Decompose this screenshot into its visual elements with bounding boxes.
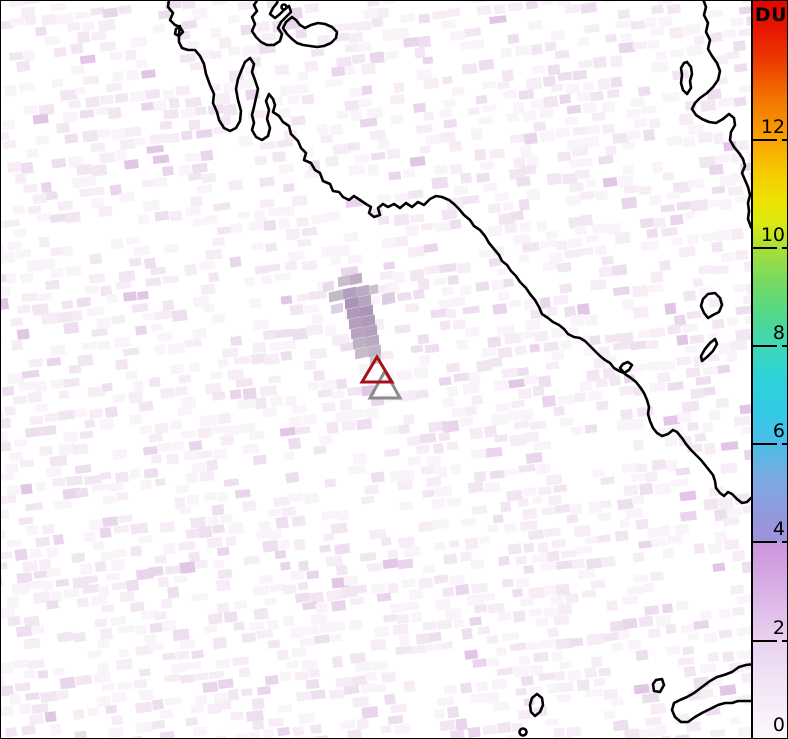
colorbar-tick-line — [782, 541, 787, 543]
coastline-path — [679, 60, 694, 96]
colorbar-tick-label: 0 — [772, 714, 785, 736]
map-canvas — [1, 1, 752, 738]
small-island-outline — [280, 3, 288, 11]
coastline-overlay — [166, 1, 752, 737]
coastline-path — [250, 1, 293, 47]
coastline-path — [690, 1, 752, 231]
coastline-path — [281, 15, 339, 49]
colorbar-tick-label: 12 — [760, 116, 785, 138]
colorbar-unit-label: DU — [754, 4, 788, 26]
colorbar-tick-line — [753, 443, 777, 445]
coastline-path — [651, 677, 666, 694]
volcano-marker-red — [359, 354, 395, 384]
colorbar-tick-line — [782, 247, 787, 249]
colorbar-tick-line — [753, 640, 777, 642]
colorbar-tick-line — [753, 345, 777, 347]
colorbar-tick-line — [753, 541, 777, 543]
colorbar-tick-label: 6 — [772, 420, 785, 442]
colorbar-tick-line — [782, 345, 787, 347]
colorbar-tick-label: 10 — [760, 224, 785, 246]
coastline-path — [699, 337, 719, 363]
colorbar-tick-line — [753, 247, 777, 249]
volcano-markers-overlay — [359, 354, 403, 400]
coastline-path — [699, 291, 724, 320]
colorbar-gradient — [753, 1, 787, 738]
colorbar-tick-line — [753, 139, 777, 141]
colorbar-tick-line — [782, 139, 787, 141]
coastline-path — [166, 1, 752, 505]
colorbar: DU 12 10 8 6 4 2 0 — [751, 1, 788, 738]
colorbar-tick-line — [782, 443, 787, 445]
coastline-path — [528, 692, 545, 718]
colorbar-tick-label: 8 — [772, 322, 785, 344]
colorbar-tick-line — [782, 640, 787, 642]
coastline-path — [670, 663, 752, 724]
colorbar-tick-label: 4 — [772, 518, 785, 540]
volcano-marker-gray — [367, 367, 403, 400]
colorbar-tick-label: 2 — [772, 617, 785, 639]
small-island-outline — [518, 727, 528, 737]
